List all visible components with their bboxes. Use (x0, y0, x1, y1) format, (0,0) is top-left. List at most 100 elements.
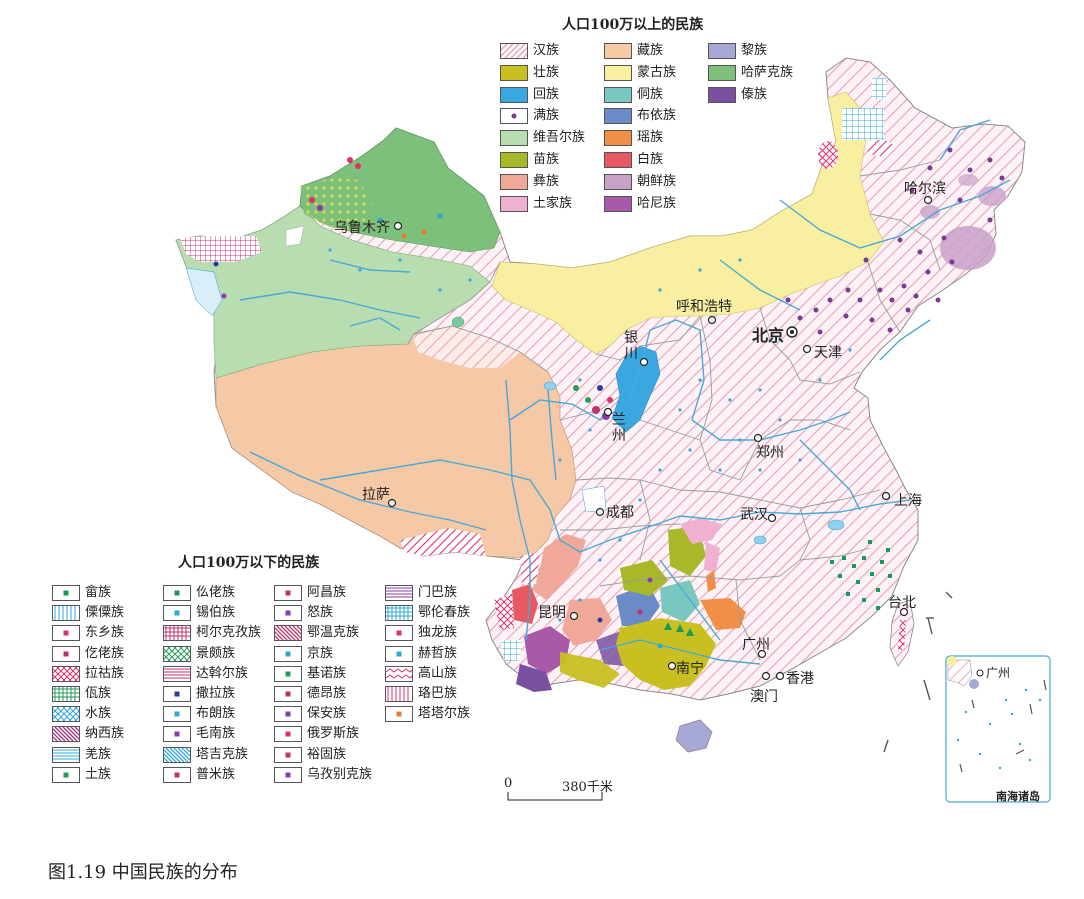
city-wuhan: 武汉 (740, 507, 768, 523)
legend-minor-label: 拉祜族 (85, 665, 125, 681)
city-lanzhou: 兰州 (612, 412, 626, 444)
region-miao (620, 560, 668, 596)
region-dong (660, 580, 700, 622)
legend-minor-label: 珞巴族 (418, 686, 458, 701)
river-yellow (509, 319, 851, 441)
scale-distance: 380千米 (562, 780, 613, 795)
legend-minor-swatch (274, 766, 302, 783)
legend-major-swatch (500, 152, 528, 168)
legend-minor-label: 羌族 (85, 746, 112, 762)
legend-minor-swatch (52, 645, 80, 662)
legend-minor-label: 京族 (307, 645, 334, 661)
legend-minor-swatch (52, 746, 80, 763)
region-yi (532, 534, 586, 600)
legend-major-label: 壮族 (533, 64, 560, 80)
legend-major-swatch (500, 64, 528, 81)
inset-city-guangzhou: 广州 (986, 666, 1011, 680)
rivers (239, 119, 1011, 665)
legend-major-swatch (604, 64, 632, 81)
region-korean (940, 226, 996, 270)
legend-minor-swatch (385, 645, 413, 662)
legend-major-label: 维吾尔族 (533, 130, 586, 146)
city-kunming: 昆明 (538, 605, 566, 621)
region-bai (512, 584, 538, 624)
legend-minor-label: 畲族 (85, 585, 112, 600)
legend-major-label: 藏族 (637, 43, 664, 58)
legend-minor-swatch (163, 645, 191, 662)
legend-major-label: 白族 (637, 152, 664, 167)
legend-major-label: 侗族 (637, 86, 664, 102)
scs-marks (883, 591, 953, 753)
legend-major-label: 布依族 (637, 108, 677, 124)
beijing-marker (786, 326, 798, 338)
legend-major-label: 朝鲜族 (637, 173, 677, 189)
legend-minor-swatch (385, 585, 413, 601)
legend-major-swatch (500, 130, 528, 147)
city-zhengzhou: 郑州 (756, 445, 784, 461)
city-shanghai: 上海 (894, 493, 922, 509)
legend-minor-label: 保安族 (307, 706, 347, 722)
legend-major-label: 蒙古族 (637, 64, 677, 80)
legend-minor-label: 水族 (85, 706, 112, 722)
region-yao (700, 598, 746, 630)
river-pearl (599, 639, 761, 665)
city-macau: 澳门 (750, 689, 778, 705)
city-harbin: 哈尔滨 (904, 181, 946, 197)
map-regions (175, 57, 1026, 753)
region-dai (516, 664, 552, 692)
legend-minor-label: 高山族 (418, 665, 458, 681)
legend-minor-label: 德昂族 (307, 686, 347, 701)
legend-minor-label: 佤族 (85, 686, 112, 701)
legend-major: 汉族 壮族 回族 满族 维吾尔族 苗族 彝族 土家族 藏族 蒙古族 侗族 布依族 瑶族 白族 朝鲜族 哈尼族 黎… (500, 42, 810, 222)
legend-minor-swatch (163, 706, 191, 723)
legend-minor-label: 乌孜别克族 (307, 766, 373, 782)
legend-minor-label: 门巴族 (418, 585, 458, 600)
she-dots (830, 540, 892, 610)
legend-minor-label: 土族 (85, 766, 112, 782)
legend-minor-swatch (274, 625, 302, 642)
city-yinchuan: 银川 (624, 330, 638, 362)
legend-minor-swatch (52, 766, 80, 783)
legend-minor-swatch (163, 766, 191, 783)
legend-minor-label: 达斡尔族 (196, 665, 249, 681)
legend-major-label: 彝族 (533, 173, 560, 189)
city-urumqi: 乌鲁木齐 (334, 220, 390, 236)
legend-major-label: 满族 (533, 108, 560, 124)
legend-major-title: 人口100万以上的民族 (562, 17, 704, 33)
legend-major-swatch (604, 130, 632, 147)
legend-minor-swatch (163, 686, 191, 702)
legend-minor-label: 俄罗斯族 (307, 726, 360, 742)
legend-minor-swatch (52, 726, 80, 743)
city-taipei: 台北 (888, 595, 916, 611)
legend-minor-label: 仫佬族 (196, 585, 236, 600)
city-lhasa: 拉萨 (362, 487, 390, 503)
river-yangtze (319, 459, 911, 553)
legend-major-swatch (604, 86, 632, 103)
legend-minor-label: 鄂温克族 (307, 625, 360, 641)
city-guangzhou: 广州 (742, 637, 770, 653)
legend-major-swatch (604, 43, 632, 59)
city-chengdu: 成都 (606, 505, 634, 521)
legend-minor-swatch (385, 706, 413, 723)
legend-major-label: 傣族 (741, 86, 768, 102)
legend-major-label: 哈尼族 (637, 195, 677, 211)
legend-major-label: 瑶族 (637, 130, 664, 146)
legend-minor-swatch (163, 746, 191, 763)
inset-scs (945, 655, 1051, 803)
legend-minor-swatch (52, 585, 80, 601)
legend-minor-swatch (163, 625, 191, 642)
legend-major-label: 哈萨克族 (741, 64, 794, 80)
hainan-island (675, 719, 713, 753)
legend-minor-swatch (274, 605, 302, 622)
legend-minor-swatch (385, 686, 413, 702)
legend-minor-swatch (385, 625, 413, 642)
legend-minor-swatch (274, 645, 302, 662)
legend-minor-swatch (274, 746, 302, 763)
legend-minor-swatch (163, 665, 191, 682)
manchu-dots (785, 147, 1005, 335)
region-hani (524, 626, 570, 674)
figure-caption: 图1.19 中国民族的分布 (48, 862, 238, 883)
scale-bar-line (507, 792, 603, 801)
legend-minor-swatch (163, 605, 191, 622)
